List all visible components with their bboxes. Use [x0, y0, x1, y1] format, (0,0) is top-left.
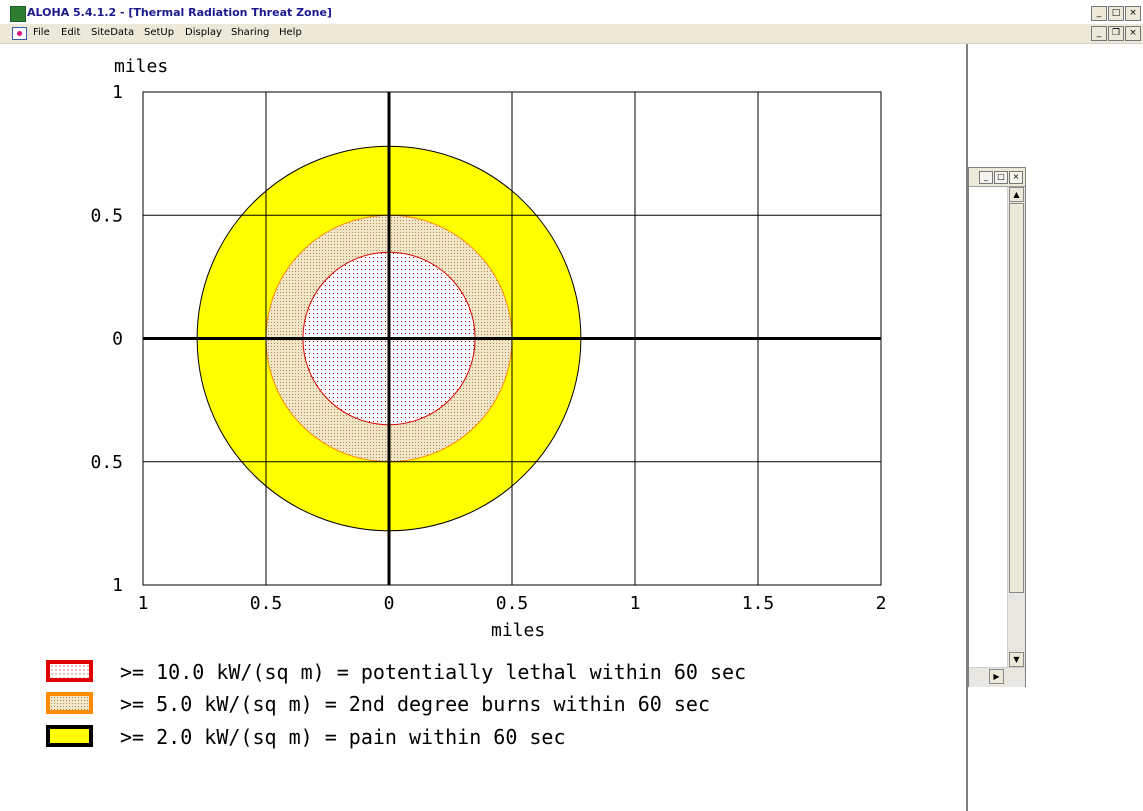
y-tick-labels: 1 0.5 0 0.5 1: [90, 82, 123, 596]
menu-bar: File Edit SiteData SetUp Display Sharing…: [0, 24, 1143, 44]
doc-close-icon[interactable]: ×: [1125, 26, 1141, 41]
mini-maximize-icon[interactable]: □: [994, 171, 1008, 184]
menu-setup[interactable]: SetUp: [144, 27, 175, 38]
menu-display[interactable]: Display: [185, 27, 222, 38]
scroll-thumb[interactable]: [1009, 203, 1024, 593]
x-tick-label: 0: [384, 593, 395, 614]
window-title: ALOHA 5.4.1.2 - [Thermal Radiation Threa…: [27, 6, 332, 19]
x-tick-label: 2: [876, 593, 887, 614]
menu-edit[interactable]: Edit: [61, 27, 81, 38]
y-tick-label: 0.5: [90, 205, 123, 226]
menu-sitedata[interactable]: SiteData: [91, 27, 135, 38]
pane-divider[interactable]: [966, 44, 968, 811]
x-tick-label: 0.5: [496, 593, 529, 614]
y-tick-label: 1: [112, 82, 123, 103]
legend-text-burns: >= 5.0 kW/(sq m) = 2nd degree burns with…: [120, 692, 711, 716]
y-tick-label: 0.5: [90, 452, 123, 473]
threat-zone-plot: 1 0.5 0 0.5 1 1.5 2 1 0.5 0 0.5 1 miles miles: [90, 56, 887, 641]
app-window-controls: _ □ ×: [1091, 6, 1141, 21]
close-icon[interactable]: ×: [1125, 6, 1141, 21]
doc-window-controls: _ ❐ ×: [1091, 26, 1141, 41]
y-tick-label: 1: [112, 575, 123, 596]
doc-restore-icon[interactable]: ❐: [1108, 26, 1124, 41]
title-bar: ALOHA 5.4.1.2 - [Thermal Radiation Threa…: [0, 0, 1143, 24]
aloha-app-icon: [10, 6, 26, 22]
doc-minimize-icon[interactable]: _: [1091, 26, 1107, 41]
menu-sharing[interactable]: Sharing: [231, 27, 270, 38]
minimize-icon[interactable]: _: [1091, 6, 1107, 21]
x-tick-label: 0.5: [250, 593, 283, 614]
scroll-down-icon[interactable]: ▼: [1009, 652, 1024, 667]
scroll-up-icon[interactable]: ▲: [1009, 187, 1024, 202]
mini-close-icon[interactable]: ×: [1009, 171, 1023, 184]
y-tick-label: 0: [112, 329, 123, 350]
legend-swatch-red: [46, 660, 93, 682]
vertical-scrollbar[interactable]: ▲ ▼: [1007, 187, 1025, 667]
grid-lines: [143, 92, 881, 585]
x-tick-label: 1.5: [742, 593, 775, 614]
menu-file[interactable]: File: [33, 27, 50, 38]
x-tick-labels: 1 0.5 0 0.5 1 1.5 2: [138, 593, 887, 614]
scroll-right-icon[interactable]: ▶: [989, 669, 1004, 684]
legend-swatch-yellow: [46, 725, 93, 747]
document-icon[interactable]: [12, 27, 27, 40]
plot-frame: [142, 91, 882, 586]
legend-swatch-orange: [46, 692, 93, 714]
legend-text-pain: >= 2.0 kW/(sq m) = pain within 60 sec: [120, 725, 566, 749]
maximize-icon[interactable]: □: [1108, 6, 1124, 21]
menu-help[interactable]: Help: [279, 27, 302, 38]
x-tick-label: 1: [630, 593, 641, 614]
mini-minimize-icon[interactable]: _: [979, 171, 993, 184]
horizontal-scrollbar[interactable]: ▶: [969, 667, 1025, 687]
mini-window-title: _ □ ×: [969, 168, 1025, 187]
legend-text-lethal: >= 10.0 kW/(sq m) = potentially lethal w…: [120, 660, 747, 684]
y-axis-label: miles: [114, 56, 168, 77]
x-tick-label: 1: [138, 593, 149, 614]
x-axis-label: miles: [491, 620, 545, 641]
minimized-text-window[interactable]: _ □ × ▲ ▼ ▶: [968, 167, 1026, 687]
